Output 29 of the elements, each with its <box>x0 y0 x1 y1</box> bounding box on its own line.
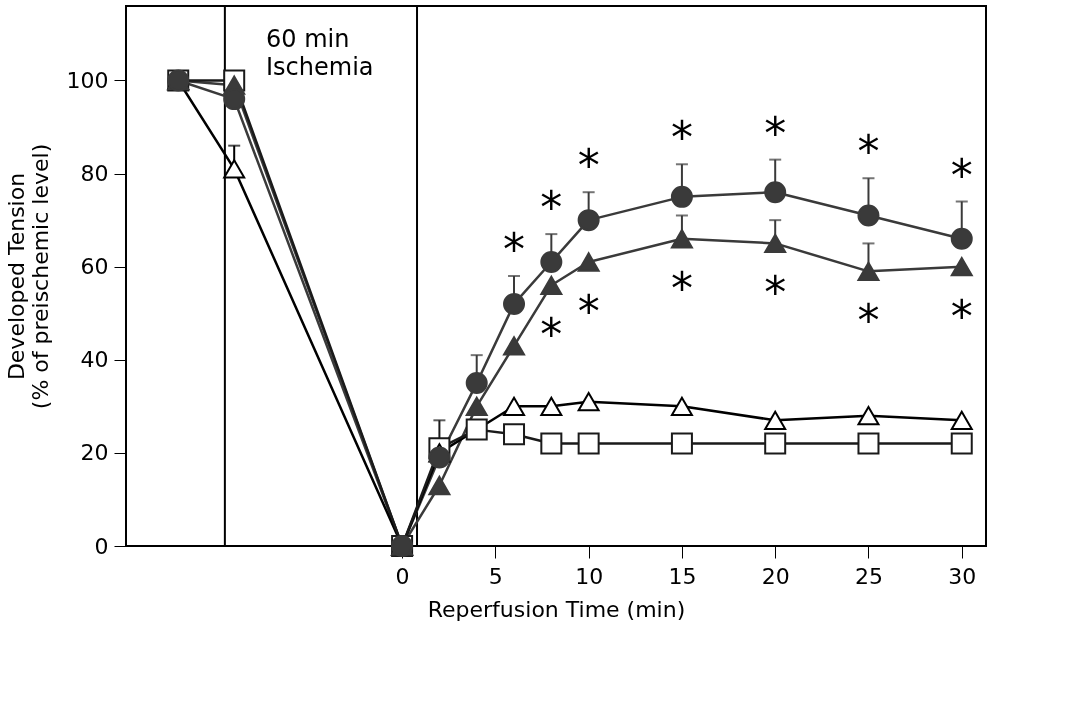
y-tick-label: 40 <box>80 347 109 373</box>
x-tick-label: 20 <box>761 563 790 589</box>
x-tick-label: 15 <box>668 563 697 589</box>
x-tick-label: 25 <box>854 563 883 589</box>
annotation: * <box>540 182 563 234</box>
annotation: * <box>670 112 693 164</box>
x-axis-title: Reperfusion Time (min) <box>427 596 686 622</box>
annotation: * <box>764 107 787 159</box>
y-tick-label: 20 <box>80 440 109 466</box>
annotation: * <box>503 224 526 275</box>
x-tick-label: 5 <box>488 563 503 589</box>
annotation: * <box>670 262 693 314</box>
y-axis-title: Developed Tension (% of preischemic level) <box>3 143 53 410</box>
annotation: * <box>857 126 880 178</box>
annotation: * <box>764 267 787 319</box>
annotation: 60 min Ischemia <box>266 25 374 81</box>
annotation: * <box>857 295 880 347</box>
annotation: * <box>950 149 973 201</box>
annotation: * <box>950 290 973 342</box>
annotation: * <box>540 309 563 361</box>
annotation: * <box>577 286 600 338</box>
x-tick-label: 30 <box>948 563 977 589</box>
x-tick-label: 10 <box>575 563 604 589</box>
y-tick-label: 0 <box>94 533 109 559</box>
y-tick-label: 80 <box>80 161 109 187</box>
x-tick-label: 0 <box>395 563 410 589</box>
y-tick-label: 100 <box>66 67 109 93</box>
annotation: * <box>577 140 600 192</box>
y-tick-label: 60 <box>80 254 109 280</box>
